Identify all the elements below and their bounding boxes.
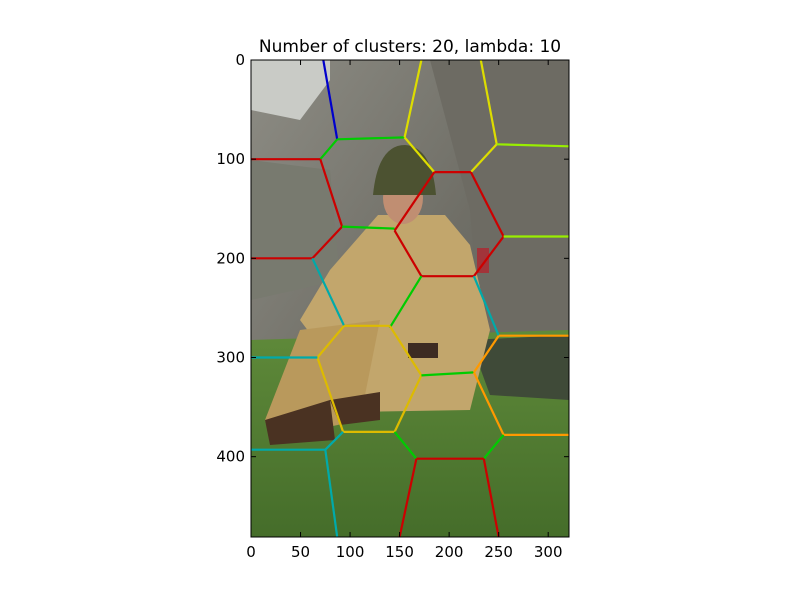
- cluster-boundary-14: [469, 171, 505, 237]
- x-axis: 0 50 100 150 200 250 300: [246, 60, 563, 561]
- cluster-boundary-22: [472, 275, 500, 337]
- plot-frame: [250, 59, 570, 538]
- chart-title: Number of clusters: 20, lambda: 10: [259, 37, 561, 57]
- x-tick-label-2: 100: [336, 543, 365, 561]
- x-tick-label-5: 250: [484, 543, 513, 561]
- cluster-boundary-12: [342, 225, 395, 230]
- y-tick-label-0: 0: [235, 51, 245, 69]
- cluster-boundary-29: [316, 325, 345, 359]
- x-tick-label-0: 0: [246, 543, 256, 561]
- cluster-boundary-17: [393, 230, 423, 277]
- x-tick-label-1: 50: [291, 543, 310, 561]
- cluster-boundary-25: [388, 325, 423, 376]
- cluster-boundary-21: [388, 275, 423, 329]
- x-tick-label-6: 300: [534, 543, 563, 561]
- cluster-boundary-39: [324, 449, 339, 537]
- cluster-boundary-6: [470, 143, 498, 173]
- cluster-boundary-26: [393, 374, 423, 433]
- y-tick-label-3: 300: [216, 349, 245, 367]
- cluster-boundary-20: [311, 257, 346, 327]
- x-tick-label-4: 200: [435, 543, 464, 561]
- cluster-boundary-7: [496, 143, 569, 148]
- y-tick-label-4: 400: [216, 448, 245, 466]
- y-tick-label-2: 200: [216, 249, 245, 267]
- photo-image: [251, 60, 569, 537]
- cluster-boundary-28: [316, 357, 345, 433]
- cluster-boundary-32: [472, 335, 500, 374]
- cluster-boundary-1: [319, 138, 339, 160]
- cluster-boundary-31: [421, 371, 474, 377]
- cluster-boundary-10: [311, 225, 343, 260]
- cluster-boundary-35: [482, 434, 505, 460]
- y-axis: 0 100 200 300 400: [216, 51, 569, 466]
- cluster-boundary-37: [324, 431, 344, 451]
- cluster-boundary-18: [393, 171, 436, 232]
- cluster-boundary-4: [403, 136, 436, 173]
- y-tick-label-1: 100: [216, 150, 245, 168]
- cluster-boundary-33: [472, 371, 505, 436]
- segmentation-boundaries: [251, 60, 569, 537]
- cluster-boundary-9: [319, 158, 344, 227]
- cluster-boundary-41: [398, 458, 418, 537]
- cluster-boundary-0: [322, 60, 339, 140]
- cluster-boundary-2: [337, 136, 405, 141]
- cluster-boundary-36: [393, 431, 418, 460]
- cluster-boundary-3: [403, 60, 423, 138]
- cluster-boundary-42: [482, 458, 500, 537]
- cluster-boundary-15: [473, 235, 505, 277]
- x-tick-label-3: 150: [385, 543, 414, 561]
- cluster-boundary-5: [479, 60, 498, 145]
